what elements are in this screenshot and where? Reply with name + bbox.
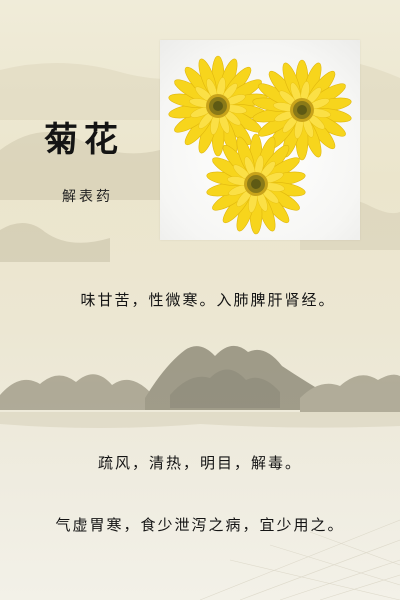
mountain-range <box>0 345 400 428</box>
ground-grid <box>199 519 400 600</box>
far-ridge-2 <box>0 132 160 200</box>
category-subtitle: 解表药 <box>62 189 113 205</box>
chrysanthemum-photo <box>160 40 360 240</box>
left-hill <box>0 222 110 262</box>
property-text: 味甘苦，性微寒。入肺脾肝肾经。 <box>80 291 336 309</box>
chrysanthemum-flowers-icon <box>167 55 353 235</box>
function-text: 疏风，清热，明目，解毒。 <box>97 454 302 472</box>
page-title: 菊花 <box>44 120 124 160</box>
caution-text: 气虚胃寒，食少泄泻之病，宜少用之。 <box>55 516 345 534</box>
